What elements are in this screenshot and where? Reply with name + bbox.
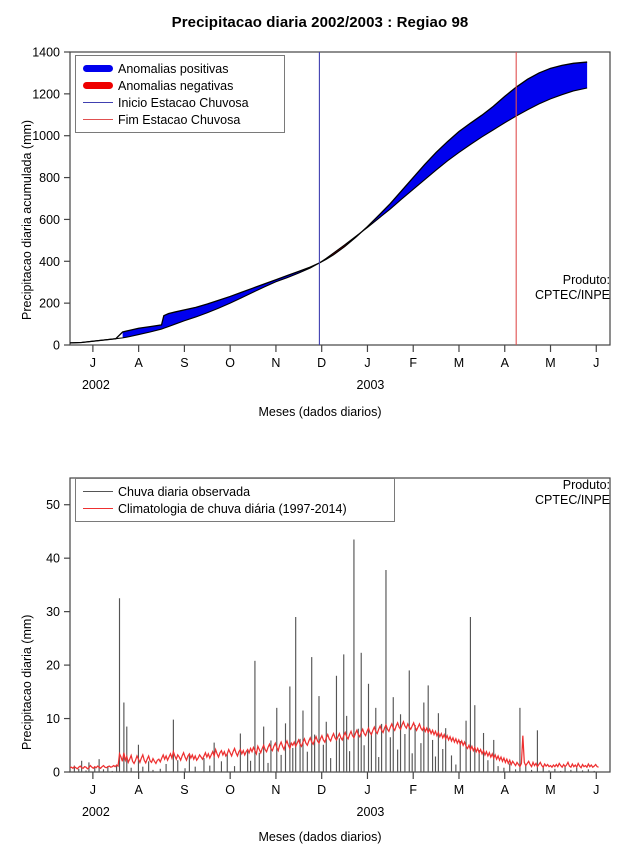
daily-plot-svg: 0 10 20 30 40 50 J A S O N D J F M A M J 2002 2003: [46, 477, 611, 819]
legend-swatch-icon: [78, 102, 118, 103]
top-y-tick-label: 600: [39, 213, 60, 227]
legend-label: Fim Estacao Chuvosa: [118, 112, 241, 127]
top-legend: Anomalias positivas Anomalias negativas In…: [75, 55, 285, 133]
top-credit: Produto: CPTEC/INPE: [535, 273, 610, 303]
top-x-tick-label: J: [593, 356, 599, 370]
accumulated-observed-line: [70, 61, 588, 344]
legend-key-mark: [83, 102, 113, 103]
bottom-credit-line2: CPTEC/INPE: [534, 493, 610, 507]
top-x-tick-label: J: [90, 356, 96, 370]
top-y-tick-label: 0: [53, 339, 60, 353]
legend-swatch-icon: [78, 65, 118, 72]
page-title: Precipitacao diaria 2002/2003 : Regiao 9…: [171, 14, 469, 31]
bottom-y-tick-label: 20: [46, 659, 60, 673]
top-y-tick-label: 1000: [32, 129, 60, 143]
top-x-tick-label: A: [501, 356, 510, 370]
bottom-y-tick-label: 0: [53, 766, 60, 780]
legend-key-mark: [83, 65, 113, 72]
climatology-line: [70, 720, 599, 770]
legend-swatch-icon: [78, 508, 118, 509]
legend-item: Fim Estacao Chuvosa: [78, 111, 282, 128]
top-year-label: 2003: [357, 378, 385, 392]
bottom-x-tick-label: O: [225, 783, 235, 797]
bottom-y-axis-title: Precipitacao diaria (mm): [20, 614, 34, 750]
top-x-tick-label: S: [180, 356, 188, 370]
bottom-x-tick-label: J: [364, 783, 370, 797]
bottom-x-tick-label: A: [501, 783, 510, 797]
legend-label: Anomalias negativas: [118, 78, 234, 93]
bottom-x-tick-label: S: [180, 783, 188, 797]
top-credit-line2: CPTEC/INPE: [534, 288, 610, 302]
bottom-x-tick-label: J: [90, 783, 96, 797]
legend-item: Climatologia de chuva diária (1997-2014): [78, 500, 392, 517]
bottom-year-label: 2003: [357, 805, 385, 819]
bottom-x-tick-label: N: [271, 783, 280, 797]
legend-label: Chuva diaria observada: [118, 484, 251, 499]
bottom-credit-line1: Produto:: [562, 478, 610, 492]
legend-key-mark: [83, 119, 113, 120]
legend-key-mark: [83, 508, 113, 509]
bottom-year-label: 2002: [82, 805, 110, 819]
bottom-x-tick-label: D: [317, 783, 326, 797]
legend-key-mark: [83, 491, 113, 492]
observed-daily-spikes: [70, 539, 595, 772]
bottom-y-tick-label: 30: [46, 605, 60, 619]
bottom-plot-frame: [69, 477, 611, 773]
bottom-credit: Produto: CPTEC/INPE: [535, 478, 610, 508]
bottom-x-tick-label: M: [545, 783, 555, 797]
bottom-x-axis-title: Meses (dados diarios): [258, 830, 382, 844]
top-year-label: 2002: [82, 378, 110, 392]
positive-anomaly-area: [122, 262, 320, 338]
accumulated-plot-svg: 0 200 400 600 800 1000 1200 1400 J A S O N D J F M A M J 200…: [32, 46, 611, 392]
legend-key-mark: [83, 82, 113, 89]
bottom-y-tick-label: 40: [46, 552, 60, 566]
top-x-tick-label: N: [271, 356, 280, 370]
bottom-legend: Chuva diaria observada Climatologia de ch…: [75, 478, 395, 522]
top-plot-frame: [69, 51, 611, 346]
legend-swatch-icon: [78, 82, 118, 89]
positive-anomaly-area: [367, 62, 588, 228]
top-x-axis-title: Meses (dados diarios): [258, 405, 382, 419]
bottom-y-tick-label: 10: [46, 712, 60, 726]
top-x-ticks: [92, 345, 597, 352]
top-x-tick-label: A: [134, 356, 143, 370]
top-y-axis-title: Precipitacao diaria acumulada (mm): [20, 119, 34, 320]
legend-item: Anomalias negativas: [78, 77, 282, 94]
top-x-tick-label: M: [545, 356, 555, 370]
legend-swatch-icon: [78, 119, 118, 120]
top-x-tick-label: M: [454, 356, 464, 370]
daily-precipitation-panel: Precipitacao diaria (mm) 0 10 20 30 40 50 J A S O…: [0, 430, 640, 850]
top-y-tick-label: 400: [39, 255, 60, 269]
top-y-tick-label: 800: [39, 171, 60, 185]
legend-swatch-icon: [78, 491, 118, 492]
legend-label: Inicio Estacao Chuvosa: [118, 95, 249, 110]
accumulated-precipitation-panel: Precipitacao diaria acumulada (mm) 0 200 4…: [20, 46, 611, 419]
legend-label: Climatologia de chuva diária (1997-2014): [118, 501, 347, 516]
top-credit-line1: Produto:: [562, 273, 610, 287]
bottom-x-tick-label: M: [454, 783, 464, 797]
bottom-x-tick-label: F: [409, 783, 417, 797]
top-y-tick-label: 200: [39, 297, 60, 311]
legend-item: Chuva diaria observada: [78, 483, 392, 500]
bottom-y-tick-label: 50: [46, 498, 60, 512]
top-y-tick-label: 1400: [32, 46, 60, 60]
bottom-x-tick-label: A: [134, 783, 143, 797]
top-x-tick-label: O: [225, 356, 235, 370]
legend-label: Anomalias positivas: [118, 61, 229, 76]
top-x-tick-label: J: [364, 356, 370, 370]
bottom-x-tick-label: J: [593, 783, 599, 797]
legend-item: Inicio Estacao Chuvosa: [78, 94, 282, 111]
legend-item: Anomalias positivas: [78, 60, 282, 77]
top-x-tick-label: F: [409, 356, 417, 370]
top-y-tick-label: 1200: [32, 87, 60, 101]
top-x-tick-label: D: [317, 356, 326, 370]
